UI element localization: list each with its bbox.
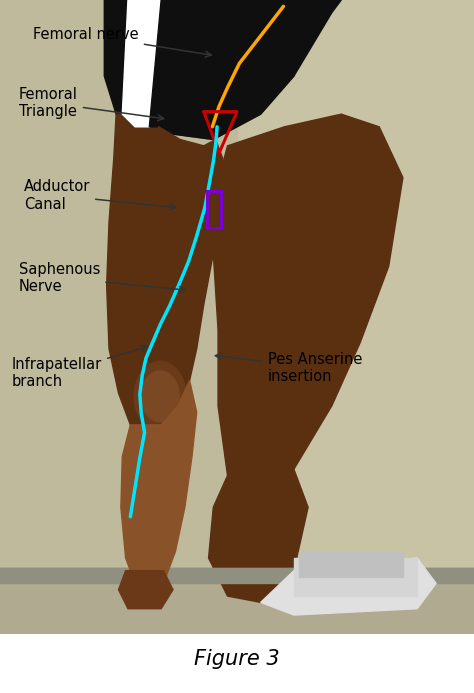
Text: Infrapatellar
branch: Infrapatellar branch <box>12 346 147 389</box>
Polygon shape <box>133 0 294 139</box>
Polygon shape <box>104 0 341 139</box>
Bar <box>294 558 417 596</box>
Polygon shape <box>261 558 436 615</box>
Bar <box>207 191 221 228</box>
Text: Femoral
Triangle: Femoral Triangle <box>19 87 164 121</box>
Text: Pes Anserine
insertion: Pes Anserine insertion <box>215 351 362 384</box>
Circle shape <box>141 371 179 421</box>
Polygon shape <box>135 0 161 127</box>
Polygon shape <box>122 0 147 127</box>
Bar <box>0 568 474 577</box>
Circle shape <box>134 362 186 431</box>
Polygon shape <box>213 114 403 507</box>
Polygon shape <box>209 469 308 602</box>
Polygon shape <box>121 380 197 590</box>
Bar <box>0 571 474 634</box>
Text: Saphenous
Nerve: Saphenous Nerve <box>19 261 185 294</box>
Bar <box>299 552 403 577</box>
Bar <box>0 568 474 584</box>
Polygon shape <box>149 0 168 127</box>
Text: Adductor
Canal: Adductor Canal <box>24 179 176 211</box>
Polygon shape <box>118 571 173 608</box>
Text: Figure 3: Figure 3 <box>194 649 280 669</box>
Polygon shape <box>107 114 223 431</box>
Bar <box>0 0 237 634</box>
Text: Femoral nerve: Femoral nerve <box>33 28 211 57</box>
